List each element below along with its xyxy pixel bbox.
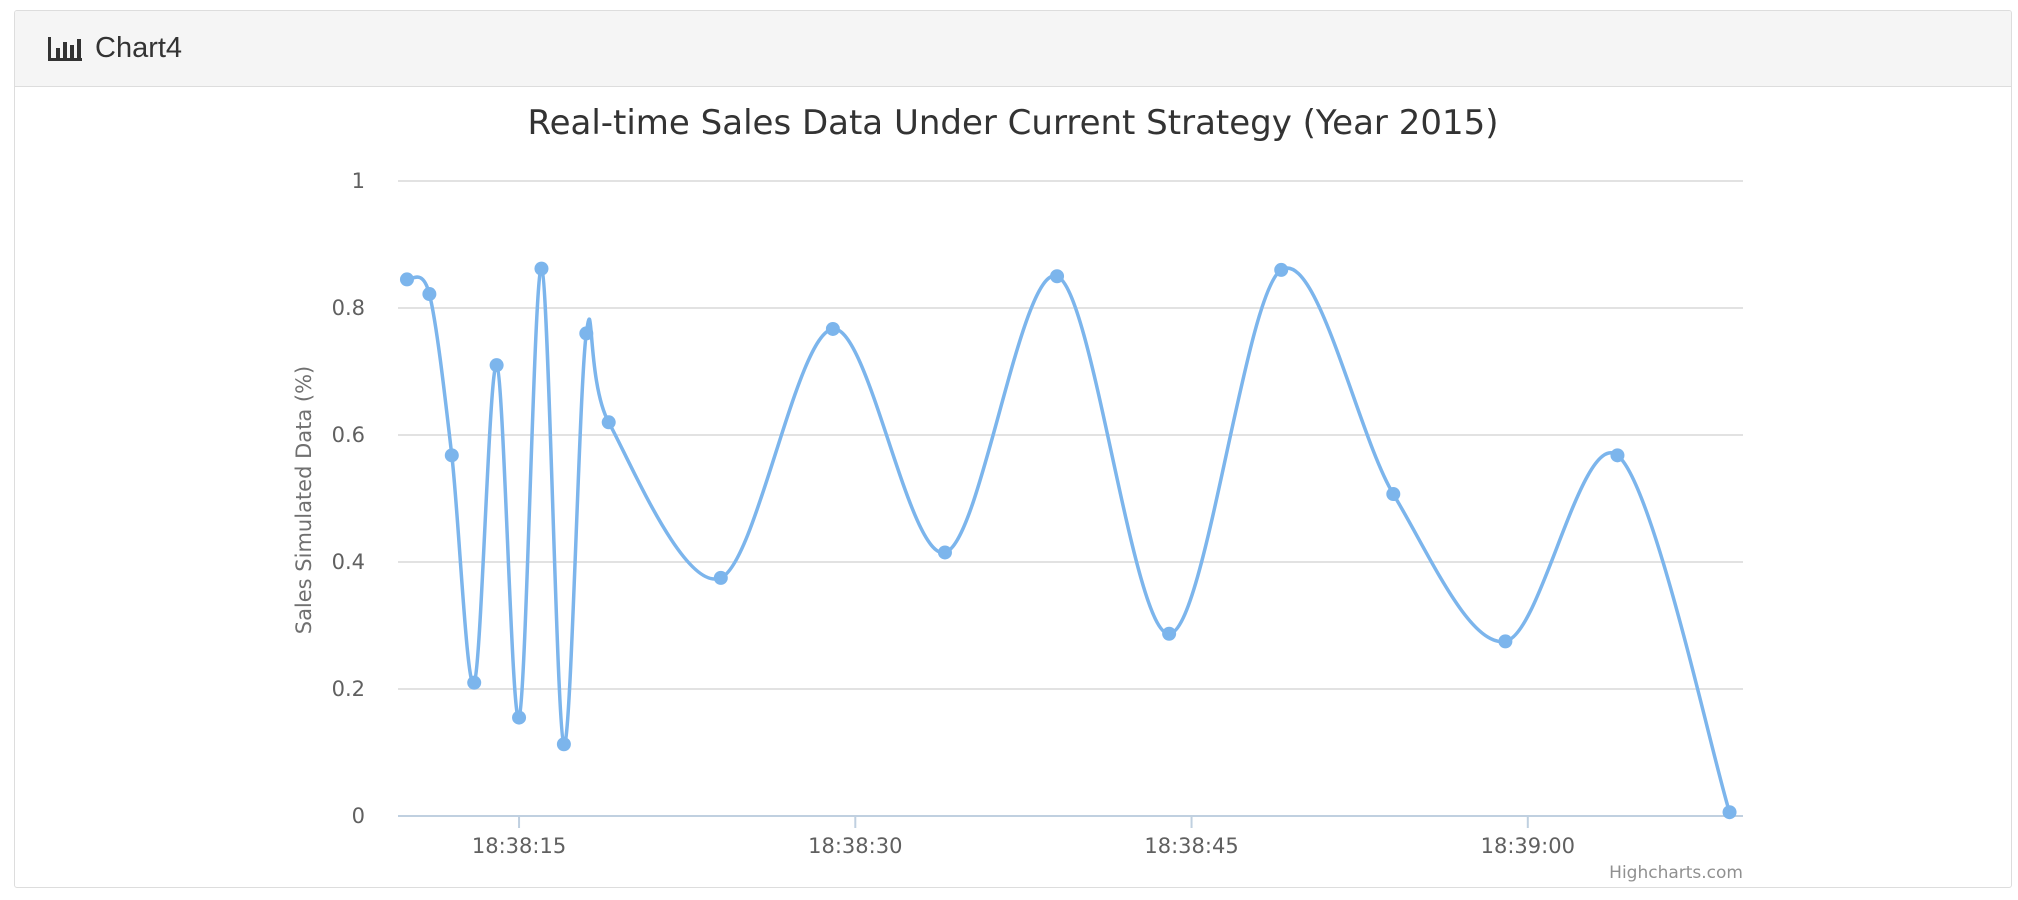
data-point [512,710,527,725]
y-tick-label: 0.4 [332,550,365,574]
x-tick-label: 18:38:45 [1144,834,1238,858]
data-point [422,287,437,302]
y-axis-title: Sales Simulated Data (%) [292,366,316,635]
grid-lines [398,180,1743,817]
y-tick-label: 1 [352,169,365,193]
x-tick-label: 18:39:00 [1481,834,1575,858]
y-axis-ticks: 0 0.2 0.4 0.6 0.8 1 [332,169,365,828]
data-point [1162,626,1177,641]
x-tick-label: 18:38:30 [808,834,902,858]
panel-title: Chart4 [95,32,183,64]
credits-link[interactable]: Highcharts.com [1609,863,1743,883]
data-point [1498,634,1513,649]
data-point [579,326,594,341]
panel-heading: Chart4 [15,11,2011,87]
data-point [1386,487,1401,502]
data-point [444,448,459,463]
bar-chart-icon [48,36,82,61]
y-tick-label: 0.6 [332,423,365,447]
series-layer [399,261,1737,820]
x-axis-ticks: 18:38:15 18:38:30 18:38:45 18:39:00 [472,816,1575,858]
data-point [1274,262,1289,277]
data-point [1610,448,1625,463]
data-point [489,358,504,373]
data-point [1050,269,1065,284]
series-line [406,266,1732,813]
data-point [1722,805,1737,820]
y-tick-label: 0 [352,804,365,828]
chart-panel: Chart4 [14,10,2012,888]
data-point [399,272,414,287]
data-point [534,261,549,276]
data-point [556,737,571,752]
data-point [825,321,840,336]
y-tick-label: 0.2 [332,677,365,701]
y-tick-label: 0.8 [332,296,365,320]
data-point [713,570,728,585]
chart-title: Real-time Sales Data Under Current Strat… [527,103,1498,143]
data-point [467,675,482,690]
x-tick-label: 18:38:15 [472,834,566,858]
data-point [937,545,952,560]
data-point [601,415,616,430]
